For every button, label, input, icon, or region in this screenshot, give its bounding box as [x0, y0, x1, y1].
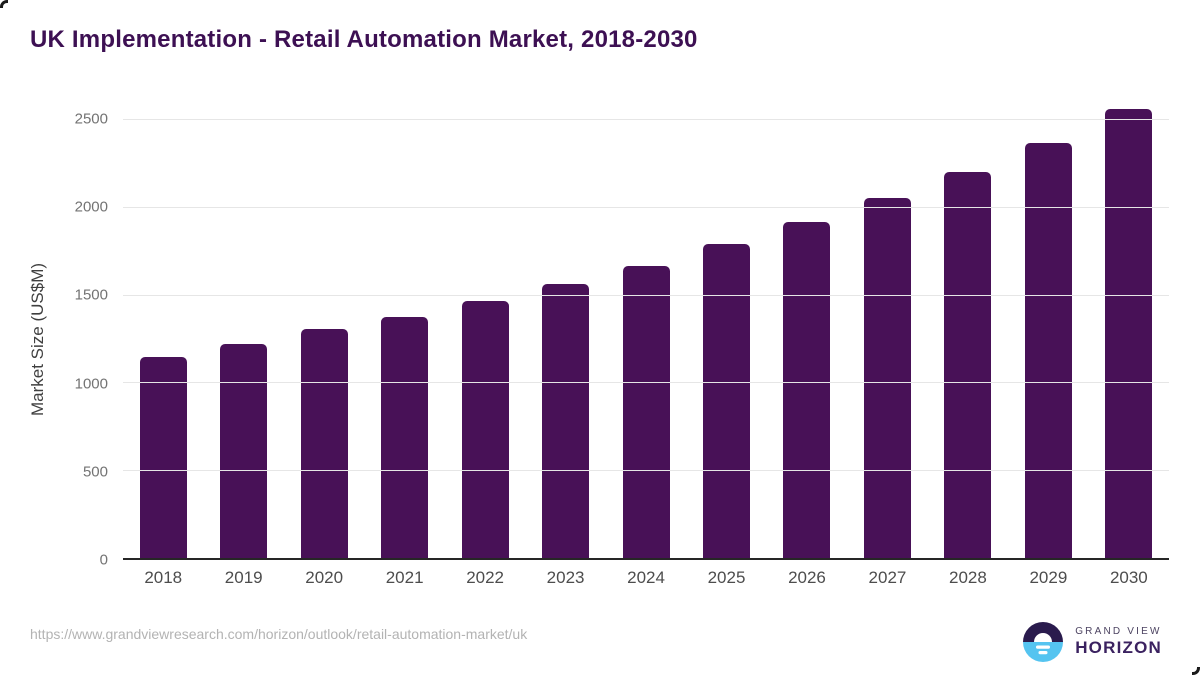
bar-2026[interactable] — [783, 221, 831, 558]
page-title: UK Implementation - Retail Automation Ma… — [30, 26, 698, 53]
bar-2019[interactable] — [220, 343, 268, 558]
bars-row — [123, 109, 1169, 558]
gridline-2500 — [123, 119, 1169, 120]
bar-2027[interactable] — [863, 198, 911, 558]
x-tick-label-2028: 2028 — [949, 568, 987, 587]
bar-slot-2022 — [445, 119, 525, 558]
y-tick-label-0: 0 — [99, 551, 108, 569]
bar-2029[interactable] — [1024, 142, 1072, 558]
plot-area — [123, 109, 1169, 560]
bar-slot-2026 — [767, 119, 847, 558]
bar-slot-2029 — [1008, 119, 1088, 558]
logo-text-horizon: HORIZON — [1075, 638, 1162, 657]
bar-2025[interactable] — [703, 243, 751, 558]
bar-slot-2020 — [284, 119, 364, 558]
y-tick-label-2500: 2500 — [74, 110, 108, 128]
bar-2023[interactable] — [542, 284, 590, 558]
bar-slot-2019 — [203, 119, 283, 558]
bar-2021[interactable] — [381, 316, 429, 558]
bar-slot-2030 — [1089, 109, 1169, 558]
bar-slot-2018 — [123, 119, 203, 558]
bar-2028[interactable] — [944, 171, 992, 558]
y-tick-label-1500: 1500 — [74, 286, 108, 304]
y-tick-label-1000: 1000 — [74, 375, 108, 393]
gridline-500 — [123, 470, 1169, 472]
frame-corner-bottom-right — [1192, 667, 1200, 675]
x-tick-label-2020: 2020 — [305, 568, 344, 587]
bar-slot-2027 — [847, 119, 927, 558]
source-url: https://www.grandviewresearch.com/horizo… — [30, 626, 528, 642]
x-tick-label-2025: 2025 — [707, 568, 746, 587]
y-tick-label-2000: 2000 — [74, 198, 108, 216]
y-axis-tick-labels: 0 500 1000 1500 2000 2500 — [0, 111, 108, 569]
horizon-sun-icon — [1023, 622, 1064, 662]
x-tick-label-2018: 2018 — [144, 568, 183, 587]
gridline-1000 — [123, 382, 1169, 384]
frame-corner-top-left — [0, 0, 8, 8]
gridline-1500 — [123, 294, 1169, 296]
x-tick-label-2027: 2027 — [868, 568, 907, 587]
bar-slot-2024 — [606, 119, 686, 558]
x-tick-label-2019: 2019 — [224, 568, 263, 587]
bar-2024[interactable] — [622, 265, 670, 558]
x-tick-label-2029: 2029 — [1029, 568, 1068, 587]
grand-view-horizon-logo: GRAND VIEW HORIZON — [1021, 620, 1162, 664]
bar-2020[interactable] — [300, 328, 348, 558]
logo-text: GRAND VIEW HORIZON — [1075, 626, 1162, 658]
x-tick-label-2022: 2022 — [466, 568, 505, 587]
x-tick-label-2024: 2024 — [627, 568, 665, 587]
x-tick-label-2023: 2023 — [546, 568, 585, 587]
x-tick-label-2030: 2030 — [1109, 568, 1148, 587]
y-tick-label-500: 500 — [82, 463, 108, 481]
bar-2030[interactable] — [1105, 109, 1153, 558]
bar-2018[interactable] — [139, 356, 187, 558]
x-axis-labels: 2018 2019 2020 2021 2022 2023 2024 2025 2026 2027… — [123, 568, 1169, 588]
logo-text-grand-view: GRAND VIEW — [1075, 626, 1162, 637]
gridline-2000 — [123, 206, 1169, 208]
x-tick-label-2021: 2021 — [385, 568, 424, 587]
bar-2022[interactable] — [461, 300, 509, 558]
x-tick-label-2026: 2026 — [788, 568, 826, 587]
bar-slot-2023 — [525, 119, 605, 558]
bar-slot-2025 — [686, 119, 766, 558]
bar-slot-2028 — [928, 119, 1008, 558]
bar-slot-2021 — [364, 119, 444, 558]
